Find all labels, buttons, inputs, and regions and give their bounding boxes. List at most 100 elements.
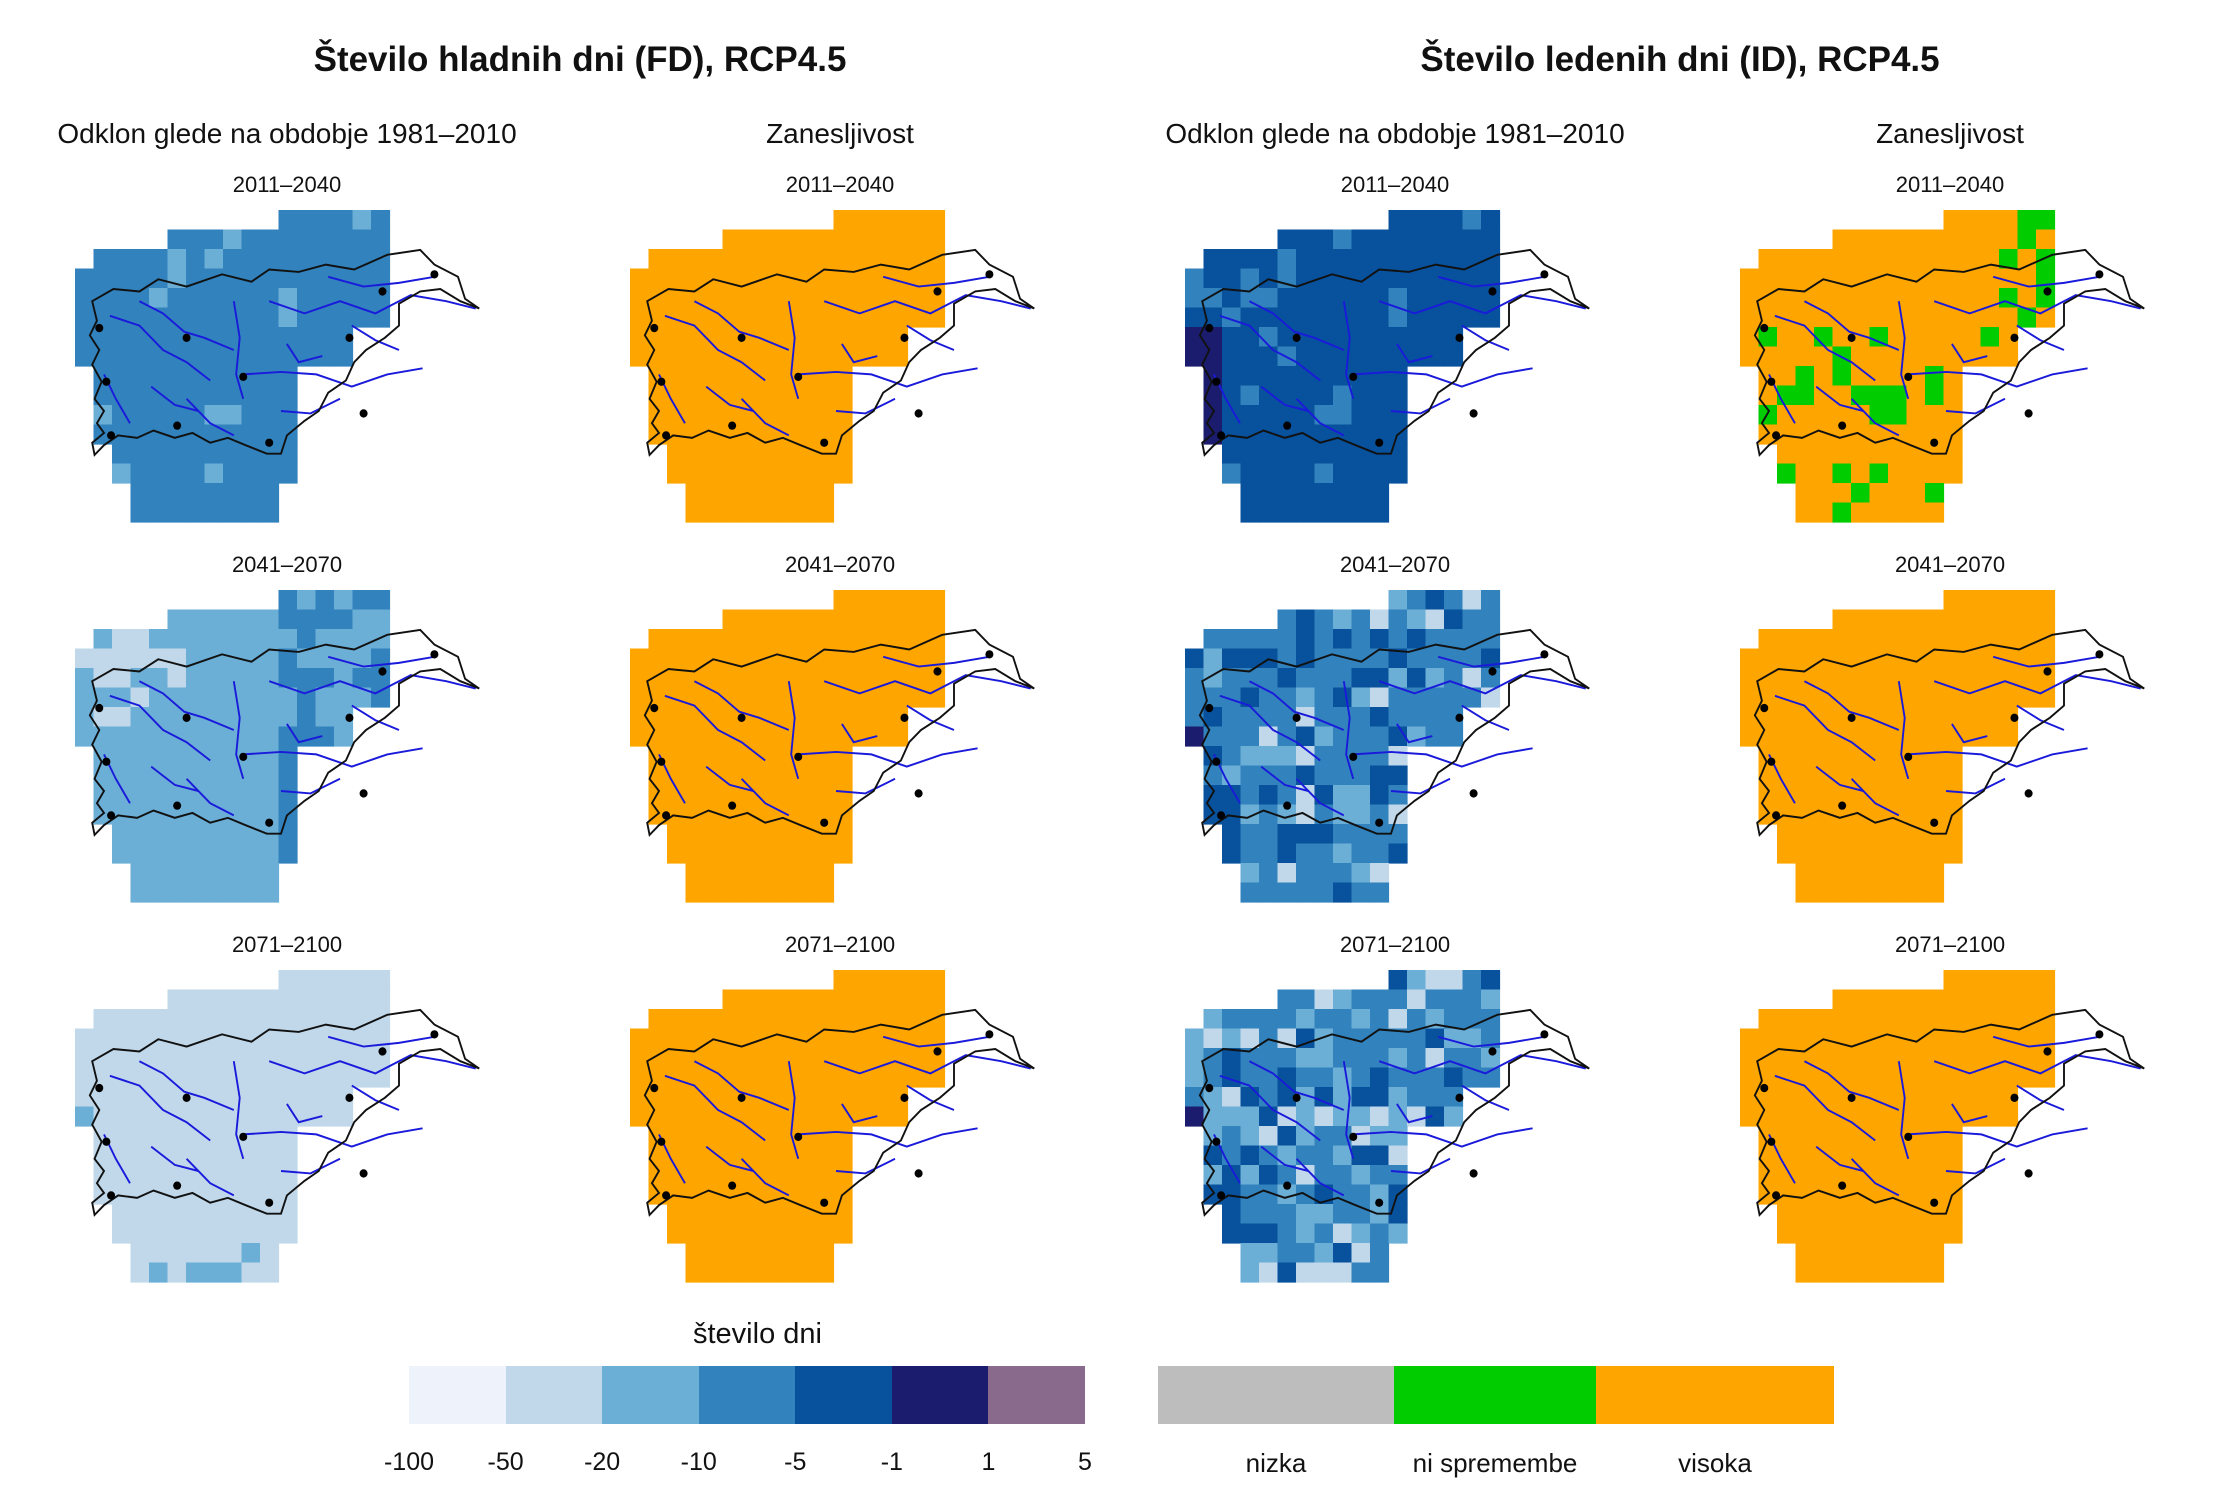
grid-cell bbox=[1185, 1048, 1205, 1069]
grid-cell bbox=[1943, 1028, 1963, 1049]
grid-cell bbox=[667, 463, 687, 484]
grid-cell bbox=[112, 746, 132, 767]
grid-cell bbox=[1388, 1048, 1408, 1069]
grid-cell bbox=[704, 483, 724, 504]
grid-cell bbox=[297, 970, 317, 991]
grid-cell bbox=[149, 1262, 169, 1283]
grid-cell bbox=[1314, 346, 1334, 367]
grid-cell bbox=[1814, 707, 1834, 728]
grid-cell bbox=[149, 1048, 169, 1069]
grid-cell bbox=[186, 1087, 206, 1108]
grid-cell bbox=[1869, 629, 1889, 650]
grid-cell bbox=[926, 210, 946, 231]
grid-cell bbox=[1277, 249, 1297, 270]
city-marker bbox=[900, 713, 909, 722]
grid-cell bbox=[1277, 424, 1297, 445]
grid-cell bbox=[778, 288, 798, 309]
grid-cell bbox=[1758, 307, 1778, 328]
grid-cell bbox=[1777, 444, 1797, 465]
river-line bbox=[185, 1158, 235, 1197]
grid-cell bbox=[889, 648, 909, 669]
grid-cell bbox=[186, 1223, 206, 1244]
grid-cell bbox=[1777, 307, 1797, 328]
city-marker bbox=[1488, 287, 1497, 296]
grid-cell bbox=[1444, 1028, 1464, 1049]
grid-cell bbox=[1240, 463, 1260, 484]
grid-cell bbox=[1906, 249, 1926, 270]
river-line bbox=[1219, 694, 1321, 762]
period-label: 2011–2040 bbox=[1895, 172, 2005, 197]
grid-cell bbox=[1925, 502, 1945, 523]
grid-cell bbox=[648, 1009, 668, 1030]
grid-cell bbox=[1943, 1067, 1963, 1088]
grid-cell bbox=[1425, 249, 1445, 270]
grid-cell bbox=[130, 1028, 150, 1049]
grid-cell bbox=[1259, 424, 1279, 445]
grid-cell bbox=[1795, 366, 1815, 387]
grid-cell bbox=[1370, 1087, 1390, 1108]
grid-cell bbox=[223, 502, 243, 523]
grid-cell bbox=[130, 1106, 150, 1127]
grid-cell bbox=[1314, 229, 1334, 250]
grid-cell bbox=[1333, 327, 1353, 348]
grid-cell bbox=[852, 668, 872, 689]
grid-cell bbox=[1740, 268, 1760, 289]
grid-cell bbox=[1795, 1126, 1815, 1147]
grid-cell bbox=[1888, 268, 1908, 289]
city-marker bbox=[737, 333, 746, 342]
grid-cell bbox=[1980, 1087, 2000, 1108]
grid-cells bbox=[1185, 590, 1501, 903]
scale-swatch bbox=[602, 1366, 699, 1424]
grid-cell bbox=[1462, 668, 1482, 689]
grid-cell bbox=[315, 648, 335, 669]
river-line bbox=[2016, 704, 2065, 731]
grid-cell bbox=[1314, 629, 1334, 650]
grid-cell bbox=[1314, 843, 1334, 864]
grid-cell bbox=[204, 882, 224, 903]
grid-cell bbox=[186, 1106, 206, 1127]
grid-cell bbox=[1185, 1106, 1205, 1127]
grid-cell bbox=[1814, 629, 1834, 650]
grid-cell bbox=[260, 1243, 280, 1264]
grid-cell bbox=[833, 366, 853, 387]
grid-cell bbox=[1758, 405, 1778, 426]
grid-cell bbox=[149, 1165, 169, 1186]
river-line bbox=[882, 655, 990, 668]
grid-cell bbox=[1277, 405, 1297, 426]
grid-cell bbox=[1962, 229, 1982, 250]
grid-cell bbox=[741, 863, 761, 884]
grid-cell bbox=[1296, 882, 1316, 903]
grid-cell bbox=[1906, 668, 1926, 689]
grid-cell bbox=[260, 288, 280, 309]
grid-cell bbox=[741, 1087, 761, 1108]
grid-cell bbox=[223, 1048, 243, 1069]
grid-cell bbox=[223, 989, 243, 1010]
grid-cell bbox=[1370, 707, 1390, 728]
grid-cell bbox=[1851, 1243, 1871, 1264]
grid-cell bbox=[722, 629, 742, 650]
grid-cell bbox=[112, 463, 132, 484]
grid-cell bbox=[204, 483, 224, 504]
grid-cell bbox=[334, 1106, 354, 1127]
grid-cell bbox=[241, 1243, 261, 1264]
grid-cell bbox=[1240, 1126, 1260, 1147]
grid-cell bbox=[1832, 1262, 1852, 1283]
grid-cell bbox=[759, 1126, 779, 1147]
grid-cell bbox=[1832, 1126, 1852, 1147]
river-line bbox=[1461, 704, 1510, 731]
grid-cell bbox=[1351, 609, 1371, 630]
grid-cell bbox=[704, 288, 724, 309]
grid-cell bbox=[1333, 249, 1353, 270]
grid-cell bbox=[1980, 1048, 2000, 1069]
grid-cell bbox=[1925, 1243, 1945, 1264]
grid-cell bbox=[1351, 229, 1371, 250]
river-line bbox=[109, 1074, 211, 1142]
grid-cell bbox=[130, 463, 150, 484]
grid-cell bbox=[1296, 463, 1316, 484]
grid-cell bbox=[1851, 629, 1871, 650]
grid-cell bbox=[1370, 668, 1390, 689]
grid-cell bbox=[223, 843, 243, 864]
grid-cell bbox=[778, 1243, 798, 1264]
grid-cell bbox=[278, 590, 298, 611]
grid-cell bbox=[1203, 405, 1223, 426]
